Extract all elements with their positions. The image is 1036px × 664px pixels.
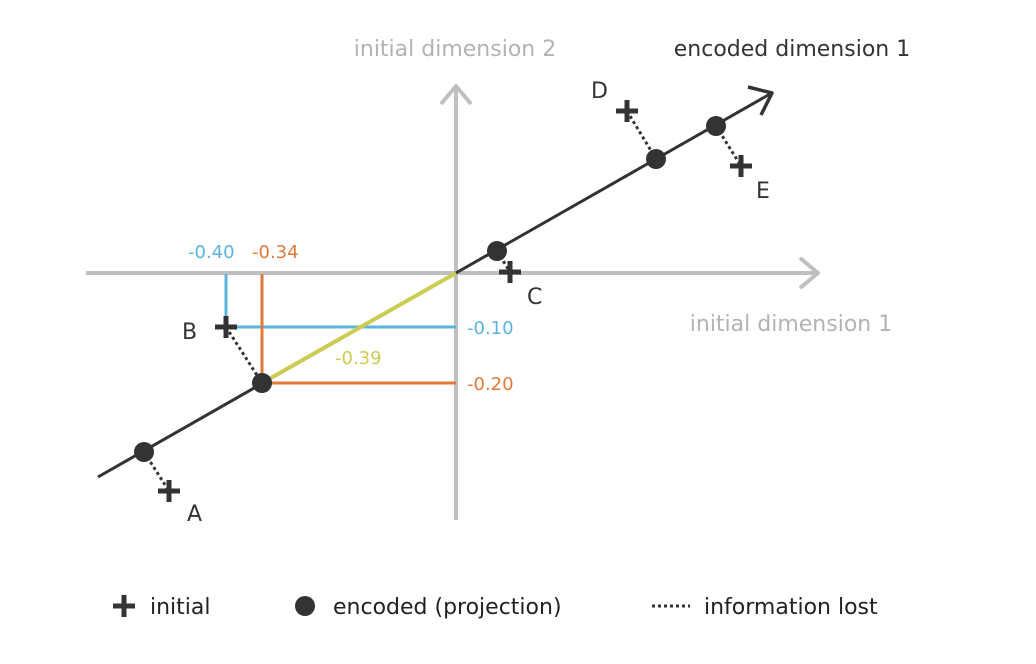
b-guide-lines bbox=[224, 274, 456, 385]
encoded-point-a bbox=[134, 442, 154, 462]
axis-dimension-2-arrow-icon bbox=[439, 84, 473, 106]
axis-dimension-2-label: initial dimension 2 bbox=[354, 37, 556, 62]
plus-icon bbox=[616, 100, 638, 122]
b-encoded-value: -0.39 bbox=[335, 348, 382, 369]
encoded-point-c bbox=[487, 241, 507, 261]
plus-icon bbox=[730, 155, 752, 177]
b-initial-x-value: -0.40 bbox=[188, 242, 235, 263]
lost-line-b bbox=[224, 326, 264, 384]
axis-dimension-1-label: initial dimension 1 bbox=[690, 312, 892, 337]
encoded-axis bbox=[97, 85, 774, 479]
legend-initial-label: initial bbox=[150, 595, 211, 620]
legend-encoded-dot-icon bbox=[295, 596, 315, 616]
point-label-d: D bbox=[591, 79, 608, 104]
legend: initial encoded (projection) information… bbox=[113, 595, 878, 620]
encoded-point-e bbox=[706, 116, 726, 136]
b-initial-y-value: -0.10 bbox=[467, 318, 514, 339]
encoded-point-d bbox=[646, 149, 666, 169]
point-label-a: A bbox=[187, 502, 202, 527]
encoded-axis-label: encoded dimension 1 bbox=[674, 37, 910, 62]
plus-icon bbox=[113, 595, 135, 617]
initial-axes bbox=[86, 84, 820, 520]
legend-encoded-label: encoded (projection) bbox=[333, 595, 562, 620]
point-label-e: E bbox=[756, 179, 770, 204]
initial-points bbox=[158, 100, 752, 502]
plus-icon bbox=[499, 261, 521, 283]
plus-icon bbox=[215, 316, 237, 338]
b-encoded-x-value: -0.34 bbox=[252, 242, 299, 263]
point-label-b: B bbox=[182, 320, 197, 345]
encoded-axis-arrow-icon bbox=[747, 85, 774, 116]
information-lost-lines bbox=[142, 110, 743, 492]
axis-dimension-1-arrow-icon bbox=[798, 256, 820, 290]
encoded-points bbox=[134, 116, 726, 462]
legend-lost-label: information lost bbox=[704, 595, 878, 620]
b-encoded-y-value: -0.20 bbox=[467, 374, 514, 395]
plus-icon bbox=[158, 480, 180, 502]
b-projection-segment bbox=[261, 271, 457, 385]
point-label-c: C bbox=[527, 285, 542, 310]
encoded-point-b bbox=[252, 373, 272, 393]
